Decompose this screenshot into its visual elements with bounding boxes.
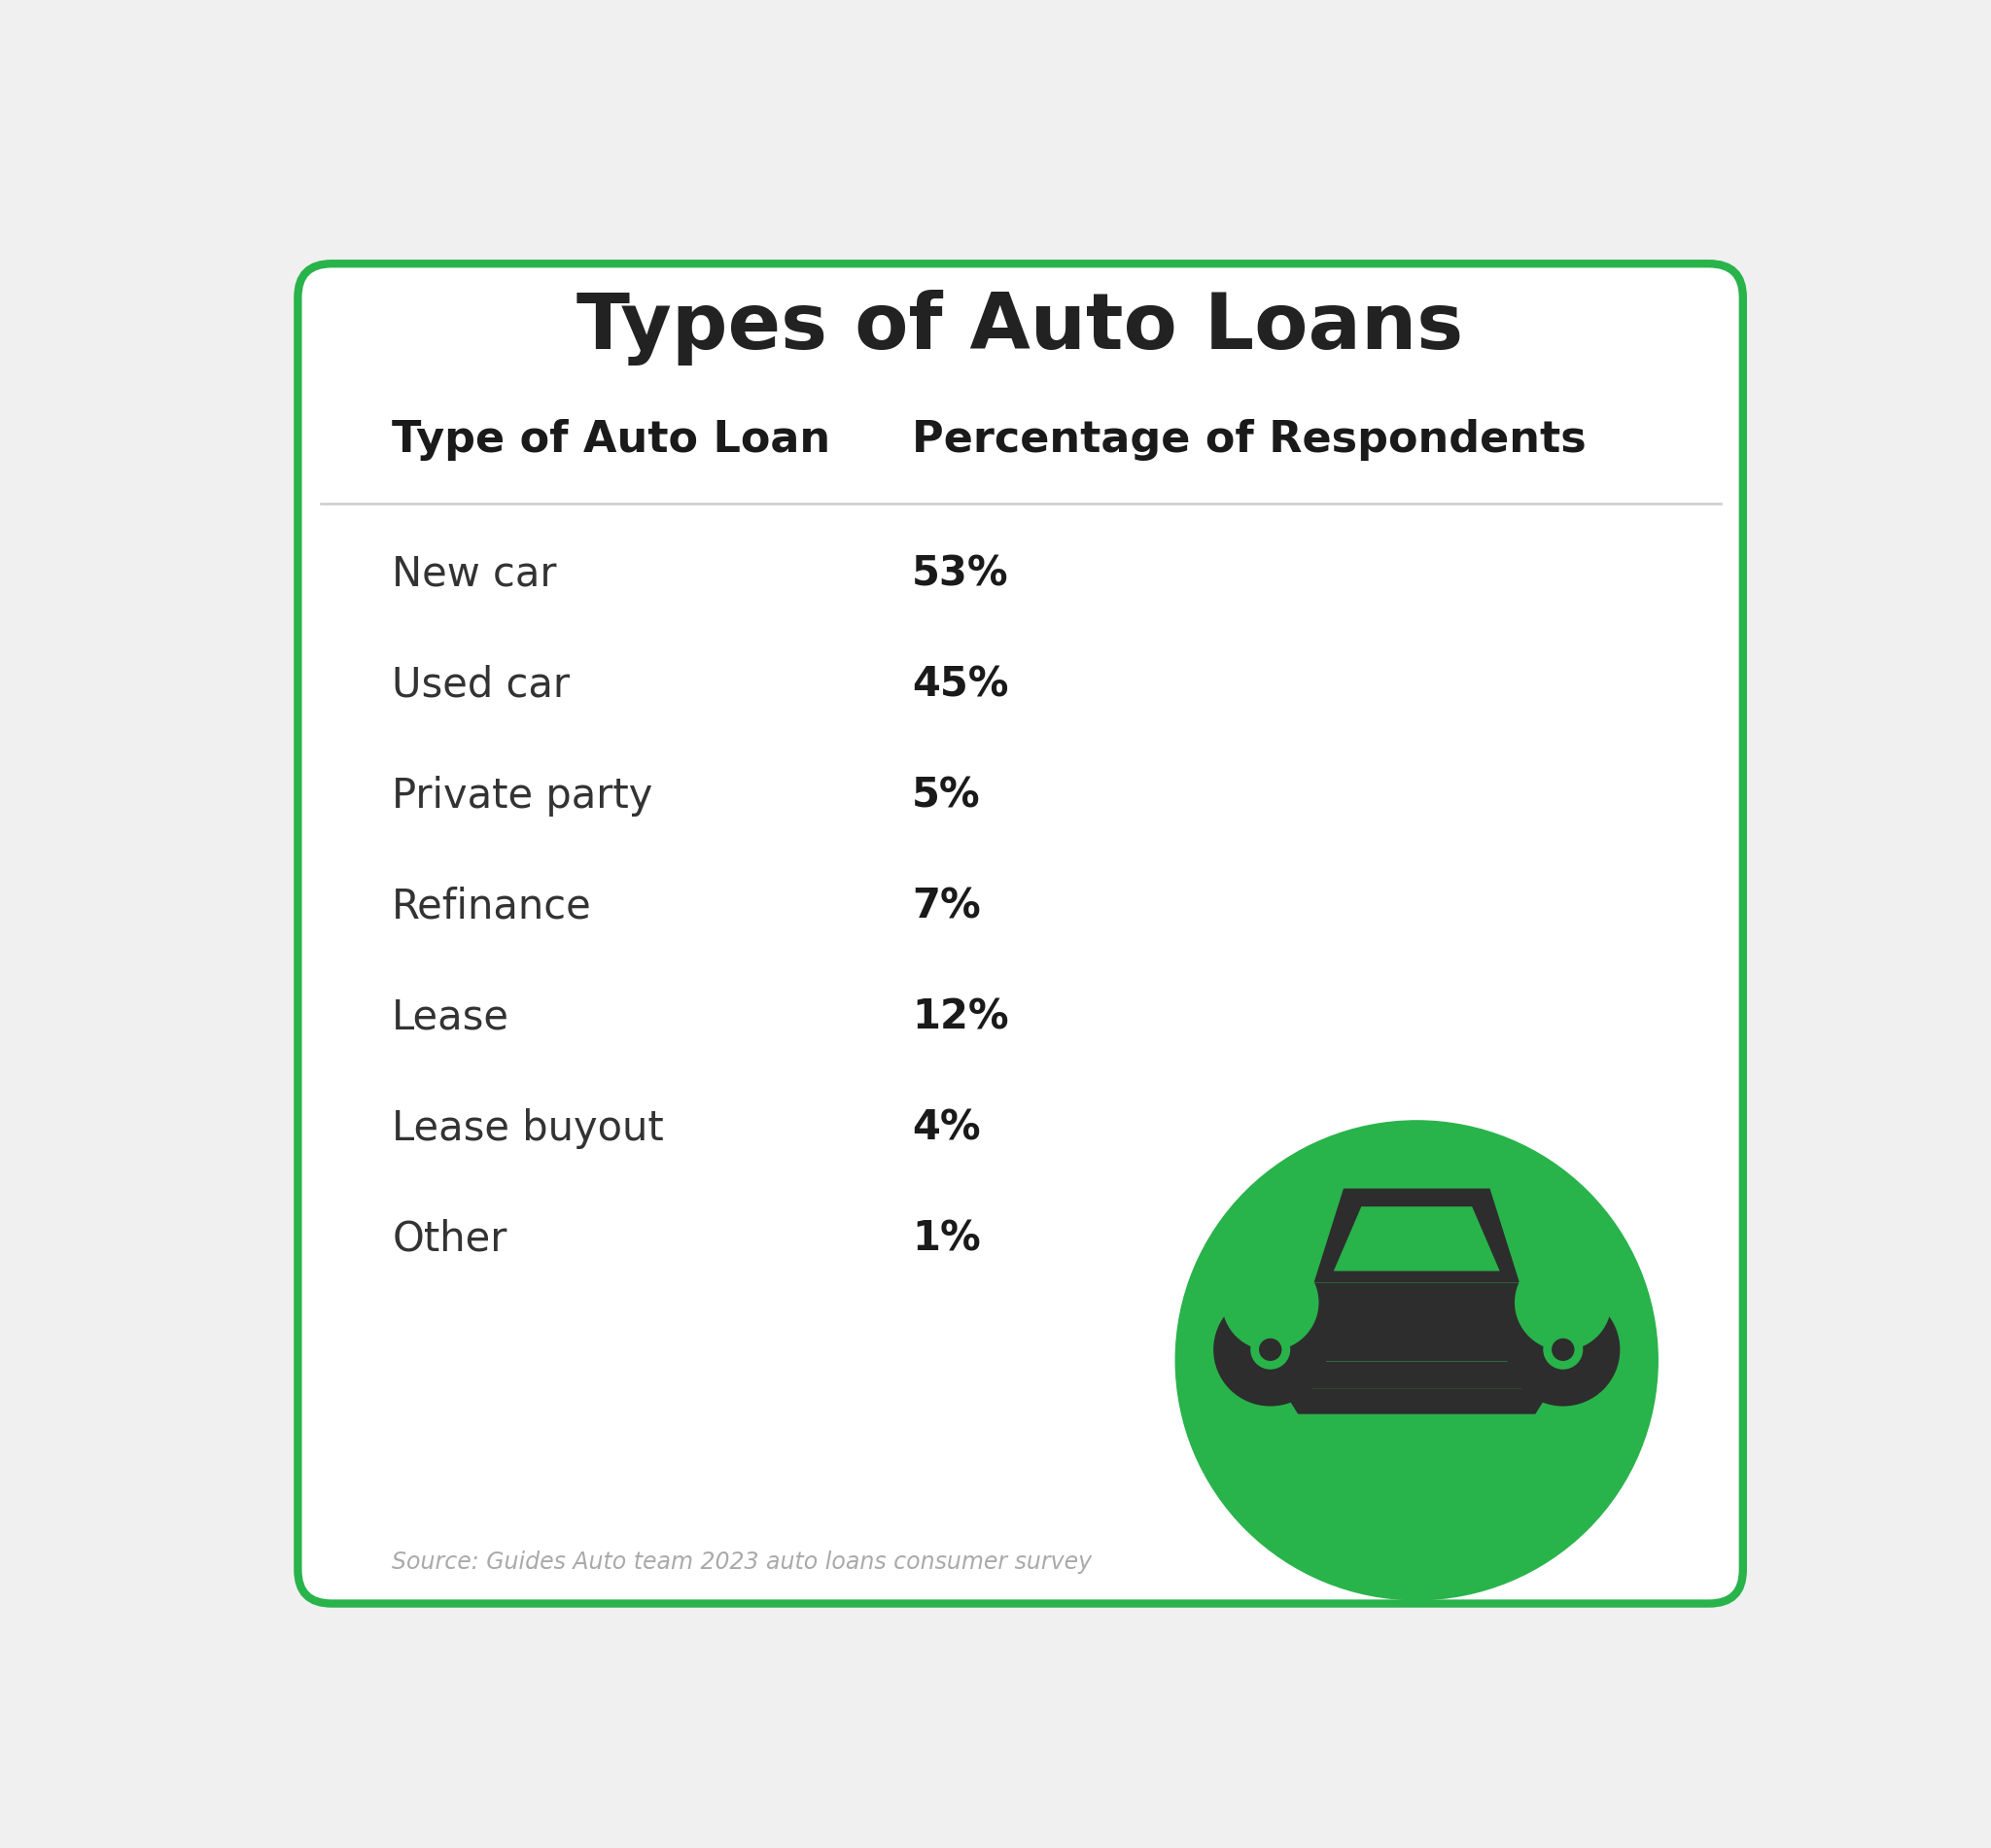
Circle shape xyxy=(1505,1294,1621,1406)
Polygon shape xyxy=(1314,1188,1519,1283)
Polygon shape xyxy=(1334,1207,1499,1271)
FancyBboxPatch shape xyxy=(1378,1325,1455,1342)
FancyBboxPatch shape xyxy=(1515,1310,1571,1334)
Text: 45%: 45% xyxy=(912,665,1009,706)
Circle shape xyxy=(1258,1338,1282,1360)
FancyBboxPatch shape xyxy=(299,264,1742,1604)
Circle shape xyxy=(1515,1255,1611,1351)
Circle shape xyxy=(1213,1294,1328,1406)
Text: Types of Auto Loans: Types of Auto Loans xyxy=(577,290,1463,366)
Text: Refinance: Refinance xyxy=(392,887,591,928)
Text: Other: Other xyxy=(392,1218,508,1260)
Text: Percentage of Respondents: Percentage of Respondents xyxy=(912,419,1587,460)
Circle shape xyxy=(1543,1331,1583,1369)
Text: New car: New car xyxy=(392,554,557,595)
Text: Type of Auto Loan: Type of Auto Loan xyxy=(392,419,830,460)
Polygon shape xyxy=(1266,1283,1567,1362)
Text: Private party: Private party xyxy=(392,776,653,817)
Polygon shape xyxy=(1266,1362,1567,1390)
Text: 53%: 53% xyxy=(912,554,1009,595)
Circle shape xyxy=(1175,1120,1659,1600)
FancyBboxPatch shape xyxy=(1262,1310,1318,1334)
Text: 1%: 1% xyxy=(912,1218,982,1260)
Text: Source: Guides Auto team 2023 auto loans consumer survey: Source: Guides Auto team 2023 auto loans… xyxy=(392,1550,1093,1574)
Circle shape xyxy=(1222,1255,1318,1351)
Circle shape xyxy=(1551,1338,1575,1360)
Text: Used car: Used car xyxy=(392,665,569,706)
Text: 4%: 4% xyxy=(912,1107,980,1149)
Text: 5%: 5% xyxy=(912,776,980,817)
Text: 12%: 12% xyxy=(912,998,1009,1039)
Circle shape xyxy=(1250,1331,1290,1369)
Text: Lease buyout: Lease buyout xyxy=(392,1107,663,1149)
Text: 7%: 7% xyxy=(912,887,982,928)
Polygon shape xyxy=(1282,1390,1551,1414)
Text: Lease: Lease xyxy=(392,998,510,1039)
